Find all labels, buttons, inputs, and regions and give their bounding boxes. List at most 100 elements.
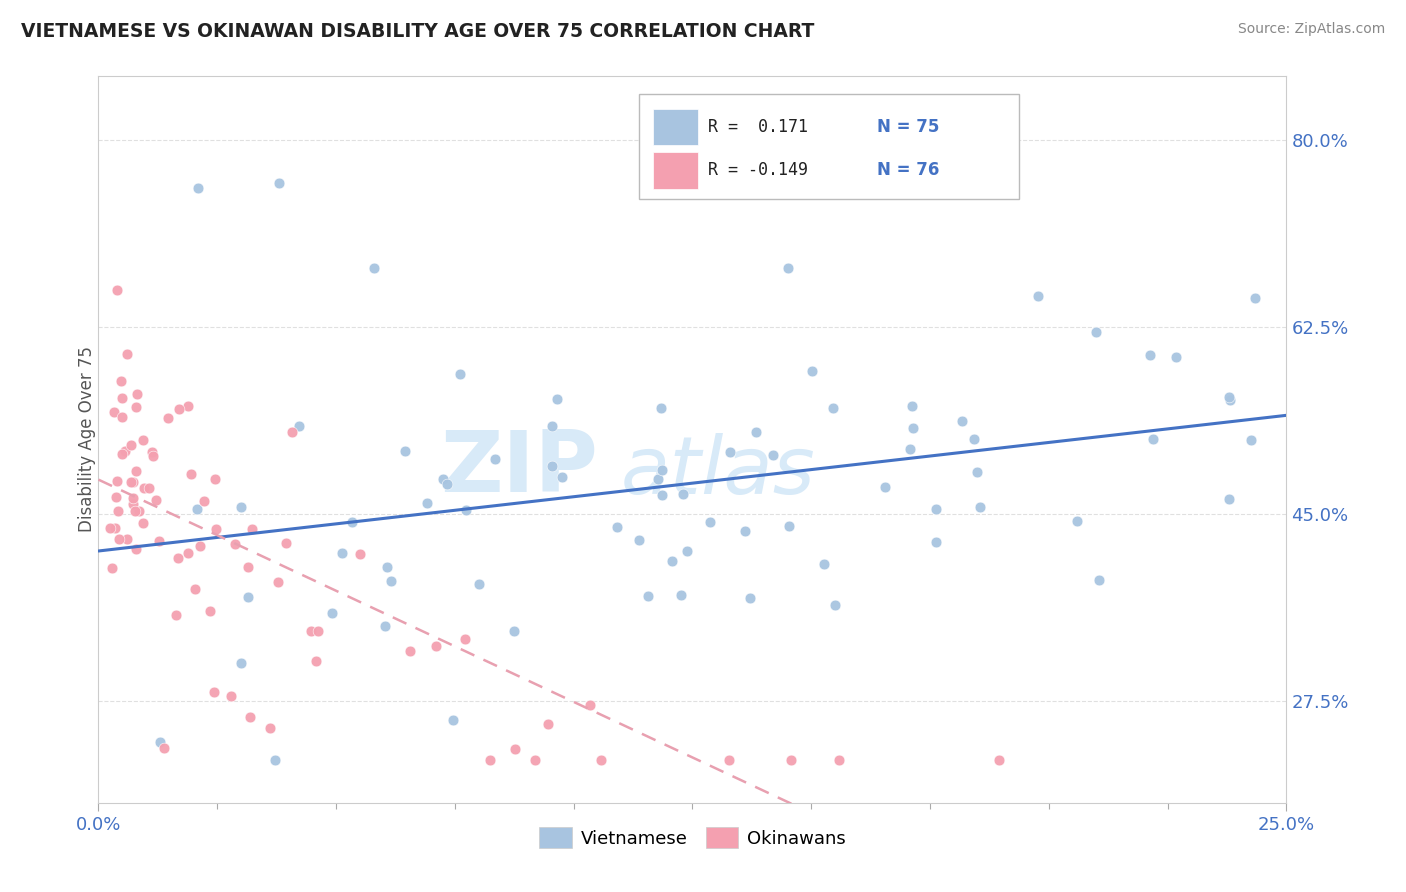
- Point: [541, 459, 564, 474]
- Point: [924, 535, 946, 549]
- Point: [202, 684, 225, 698]
- Point: [103, 405, 125, 419]
- Point: [186, 501, 208, 516]
- Point: [229, 500, 252, 514]
- Point: [287, 419, 309, 434]
- Point: [177, 399, 200, 413]
- Point: [177, 546, 200, 560]
- Point: [132, 516, 155, 531]
- Point: [276, 536, 298, 550]
- Point: [503, 624, 526, 639]
- Point: [221, 689, 243, 703]
- Point: [718, 753, 741, 767]
- Point: [551, 470, 574, 484]
- Text: R =  0.171: R = 0.171: [707, 118, 808, 136]
- Point: [128, 504, 150, 518]
- Point: [204, 472, 226, 486]
- Point: [107, 283, 129, 297]
- Legend: Vietnamese, Okinawans: Vietnamese, Okinawans: [531, 821, 853, 855]
- Point: [148, 534, 170, 549]
- Point: [478, 753, 501, 767]
- Bar: [654, 109, 699, 145]
- Point: [375, 560, 398, 574]
- Point: [187, 181, 209, 195]
- Point: [125, 464, 148, 478]
- Point: [762, 448, 785, 462]
- Point: [1219, 392, 1241, 407]
- Point: [441, 713, 464, 727]
- Point: [776, 261, 799, 276]
- Point: [152, 741, 174, 756]
- Point: [330, 546, 353, 560]
- Point: [449, 367, 471, 381]
- Point: [193, 494, 215, 508]
- Point: [236, 560, 259, 574]
- Point: [925, 501, 948, 516]
- Point: [425, 640, 447, 654]
- Point: [104, 490, 127, 504]
- Point: [650, 401, 672, 415]
- Point: [1026, 289, 1049, 303]
- Point: [115, 532, 138, 546]
- Point: [546, 392, 568, 406]
- Point: [307, 624, 329, 639]
- Point: [299, 624, 322, 639]
- Point: [503, 742, 526, 756]
- Point: [166, 550, 188, 565]
- Text: VIETNAMESE VS OKINAWAN DISABILITY AGE OVER 75 CORRELATION CHART: VIETNAMESE VS OKINAWAN DISABILITY AGE OV…: [21, 22, 814, 41]
- Point: [950, 414, 973, 428]
- Point: [167, 402, 190, 417]
- Point: [125, 542, 148, 557]
- Point: [1085, 326, 1108, 340]
- Point: [374, 619, 396, 633]
- Point: [141, 445, 163, 459]
- Point: [349, 547, 371, 561]
- Text: ZIP: ZIP: [440, 427, 598, 510]
- Point: [267, 574, 290, 589]
- Point: [142, 449, 165, 463]
- Point: [124, 504, 146, 518]
- Point: [647, 472, 669, 486]
- Point: [281, 425, 304, 440]
- Point: [778, 518, 800, 533]
- Point: [156, 411, 179, 425]
- Point: [484, 451, 506, 466]
- FancyBboxPatch shape: [638, 94, 1019, 200]
- Point: [398, 644, 420, 658]
- Point: [180, 467, 202, 481]
- Point: [676, 543, 699, 558]
- Point: [523, 753, 546, 767]
- Point: [823, 401, 845, 415]
- Point: [651, 463, 673, 477]
- Point: [104, 521, 127, 535]
- Point: [205, 523, 228, 537]
- Point: [184, 582, 207, 596]
- Point: [1218, 491, 1240, 506]
- Point: [114, 444, 136, 458]
- Text: atlas: atlas: [621, 433, 815, 511]
- Point: [321, 607, 343, 621]
- Bar: [654, 153, 699, 188]
- Point: [98, 521, 121, 535]
- Point: [120, 438, 142, 452]
- Point: [436, 476, 458, 491]
- Point: [589, 753, 612, 767]
- Text: N = 75: N = 75: [876, 118, 939, 136]
- Point: [541, 418, 564, 433]
- Point: [240, 523, 263, 537]
- Point: [780, 753, 803, 767]
- Point: [467, 577, 489, 591]
- Text: Source: ZipAtlas.com: Source: ZipAtlas.com: [1237, 22, 1385, 37]
- Point: [231, 656, 253, 670]
- Point: [1066, 514, 1088, 528]
- Point: [267, 176, 290, 190]
- Point: [149, 734, 172, 748]
- Point: [988, 753, 1011, 767]
- Point: [264, 753, 287, 767]
- Point: [824, 598, 846, 612]
- Point: [813, 557, 835, 571]
- Point: [125, 387, 148, 401]
- Point: [110, 375, 132, 389]
- Point: [671, 588, 693, 602]
- Point: [198, 603, 221, 617]
